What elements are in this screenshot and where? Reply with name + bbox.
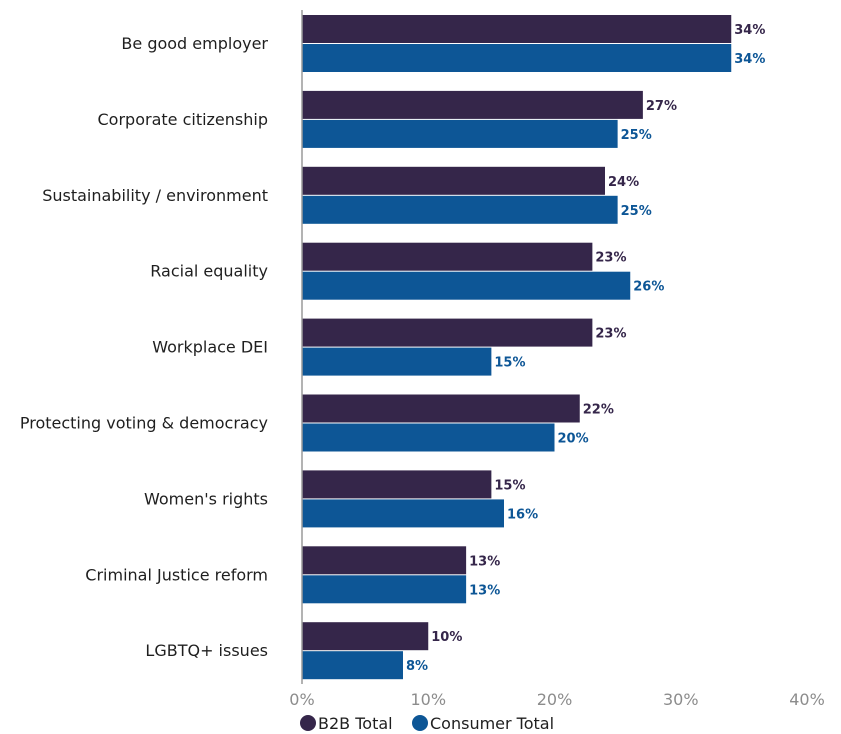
bar-b2b: [302, 470, 492, 499]
bar-consumer: [302, 423, 555, 452]
legend-marker-consumer: [412, 715, 428, 731]
data-label: 25%: [621, 128, 652, 143]
category-label: Women's rights: [144, 489, 268, 508]
category-label: Racial equality: [150, 262, 268, 281]
bar-b2b: [302, 622, 429, 651]
data-label: 23%: [595, 251, 626, 266]
x-tick-label: 40%: [789, 690, 825, 709]
data-label: 27%: [646, 99, 677, 114]
data-label: 10%: [431, 630, 462, 645]
bar-consumer: [302, 195, 618, 224]
category-label: Protecting voting & democracy: [20, 414, 268, 433]
data-label: 26%: [633, 280, 664, 295]
bar-consumer: [302, 575, 467, 604]
x-tick-label: 30%: [663, 690, 699, 709]
bar-b2b: [302, 546, 467, 575]
legend-marker-b2b: [300, 715, 316, 731]
data-label: 15%: [494, 356, 525, 371]
x-tick-label: 20%: [537, 690, 573, 709]
category-label: LGBTQ+ issues: [145, 641, 268, 660]
data-label: 8%: [406, 659, 428, 674]
bar-consumer: [302, 347, 492, 376]
bar-b2b: [302, 15, 732, 43]
data-label: 20%: [558, 432, 589, 447]
data-label: 23%: [595, 327, 626, 342]
x-tick-label: 0%: [289, 690, 314, 709]
data-label: 34%: [734, 52, 765, 67]
legend-label: Consumer Total: [430, 714, 554, 733]
bar-b2b: [302, 166, 605, 195]
data-label: 13%: [469, 554, 500, 569]
data-label: 25%: [621, 204, 652, 219]
bar-consumer: [302, 271, 631, 300]
x-tick-label: 10%: [410, 690, 446, 709]
data-label: 15%: [494, 478, 525, 493]
bar-consumer: [302, 651, 403, 680]
bar-consumer: [302, 44, 732, 72]
legend-label: B2B Total: [318, 714, 393, 733]
category-label: Corporate citizenship: [98, 110, 269, 129]
data-label: 16%: [507, 507, 538, 522]
bar-b2b: [302, 242, 593, 271]
category-label: Be good employer: [121, 34, 268, 53]
bar-consumer: [302, 119, 618, 148]
bar-b2b: [302, 394, 580, 423]
bar-consumer: [302, 499, 504, 528]
data-label: 22%: [583, 403, 614, 418]
category-label: Criminal Justice reform: [85, 565, 268, 584]
bar-b2b: [302, 90, 643, 119]
bar-b2b: [302, 318, 593, 347]
data-label: 13%: [469, 583, 500, 598]
data-label: 24%: [608, 175, 639, 190]
category-label: Workplace DEI: [152, 338, 268, 357]
data-label: 34%: [734, 23, 765, 38]
category-label: Sustainability / environment: [42, 186, 268, 205]
